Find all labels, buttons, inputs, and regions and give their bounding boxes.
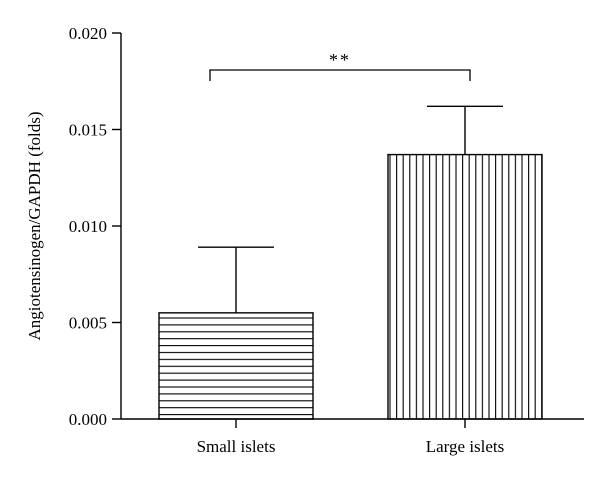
x-tick-label: Large islets: [426, 437, 505, 456]
y-axis: 0.000 0.005 0.010 0.015 0.020: [69, 24, 122, 429]
bar-1: [387, 153, 543, 420]
bar-0: [158, 312, 314, 420]
y-axis-label: Angiotensinogen/GAPDH (folds): [25, 111, 44, 340]
error-bars-group: [198, 105, 503, 313]
significance-bracket-line: [209, 69, 471, 81]
significance-bracket: **: [209, 50, 471, 81]
x-tick-label: Small islets: [197, 437, 276, 456]
y-tick-label: 0.020: [69, 24, 107, 43]
x-axis: Small islets Large islets: [121, 418, 584, 456]
y-tick-label: 0.005: [69, 314, 107, 333]
y-tick-label: 0.015: [69, 121, 107, 140]
significance-label: **: [329, 50, 351, 70]
bars-group: [158, 153, 543, 420]
y-tick-label: 0.000: [69, 410, 107, 429]
y-tick-label: 0.010: [69, 217, 107, 236]
